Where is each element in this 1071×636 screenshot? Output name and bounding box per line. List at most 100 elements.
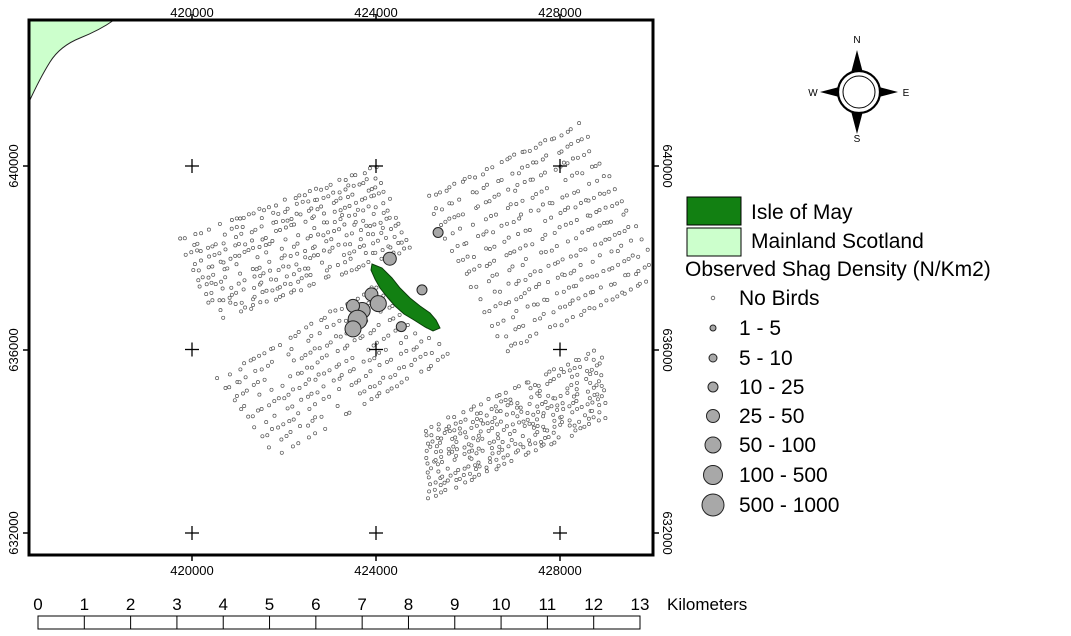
survey-point	[289, 290, 294, 295]
survey-point	[387, 215, 392, 220]
survey-point	[505, 349, 510, 354]
survey-point	[221, 241, 226, 246]
survey-point	[464, 241, 469, 246]
survey-point	[462, 451, 467, 456]
survey-point	[366, 232, 371, 237]
survey-point	[496, 192, 501, 197]
survey-point	[217, 298, 222, 303]
survey-point	[622, 291, 627, 296]
survey-point	[526, 380, 531, 385]
survey-point	[443, 488, 448, 492]
survey-point	[195, 241, 200, 246]
survey-point	[297, 386, 302, 390]
survey-point	[419, 369, 424, 374]
survey-point	[291, 272, 296, 277]
survey-point	[389, 357, 393, 362]
survey-point	[583, 413, 587, 418]
survey-point	[197, 284, 202, 289]
survey-point	[513, 327, 518, 332]
survey-point	[584, 356, 589, 361]
survey-point	[476, 234, 481, 239]
survey-point	[509, 459, 514, 463]
survey-point	[540, 402, 545, 406]
survey-point	[381, 336, 386, 341]
survey-point	[428, 482, 433, 487]
survey-point	[447, 429, 452, 434]
survey-point	[585, 368, 589, 373]
survey-point	[571, 401, 576, 405]
survey-point	[540, 202, 545, 207]
survey-point	[284, 434, 289, 438]
survey-point	[610, 266, 615, 271]
survey-point	[326, 194, 331, 199]
survey-point	[501, 318, 506, 323]
survey-point	[262, 377, 267, 382]
survey-point	[496, 436, 501, 441]
survey-point	[213, 242, 218, 247]
survey-point	[512, 385, 517, 390]
survey-point	[562, 208, 567, 213]
survey-point	[496, 450, 501, 455]
legend-density-title: Observed Shag Density (N/Km2)	[685, 258, 991, 281]
survey-point	[516, 232, 521, 236]
survey-point	[343, 260, 348, 265]
survey-point	[535, 391, 540, 396]
survey-point	[297, 267, 302, 272]
survey-point	[503, 302, 508, 307]
survey-point	[383, 347, 388, 352]
legend-class-5-symbol	[704, 436, 722, 454]
survey-point	[346, 183, 351, 188]
survey-point	[307, 189, 312, 194]
compass-west-label: W	[808, 88, 818, 99]
survey-point	[435, 435, 440, 440]
survey-point	[515, 414, 520, 419]
survey-point	[407, 245, 412, 250]
survey-point	[286, 352, 291, 357]
survey-point	[432, 487, 437, 492]
survey-point	[319, 187, 324, 192]
scale-bar-label: 6	[311, 595, 320, 614]
survey-point	[503, 390, 508, 395]
survey-point	[579, 312, 584, 317]
survey-point	[259, 224, 264, 229]
survey-point	[289, 347, 294, 352]
survey-point	[492, 244, 497, 249]
survey-point	[578, 247, 583, 252]
survey-point	[241, 287, 246, 292]
survey-point	[249, 230, 254, 235]
survey-point	[313, 377, 318, 382]
survey-point	[396, 221, 401, 226]
survey-point	[452, 457, 457, 462]
survey-point	[563, 178, 568, 183]
survey-point	[499, 399, 504, 404]
survey-point	[362, 243, 366, 248]
survey-point	[267, 241, 272, 246]
survey-point	[509, 401, 514, 406]
survey-point	[628, 287, 633, 292]
survey-point	[257, 353, 262, 358]
survey-point	[336, 242, 341, 247]
survey-point	[475, 416, 479, 421]
survey-point	[295, 251, 300, 256]
survey-point	[480, 436, 485, 441]
survey-point	[521, 419, 526, 424]
survey-point	[338, 208, 343, 213]
survey-point	[381, 210, 386, 215]
survey-point	[337, 190, 342, 195]
survey-point	[321, 248, 326, 253]
survey-point	[399, 230, 404, 235]
survey-point	[339, 373, 344, 378]
survey-point	[576, 296, 581, 301]
survey-point	[206, 275, 211, 280]
survey-point	[349, 383, 354, 388]
survey-point	[366, 188, 371, 193]
survey-point	[497, 393, 502, 397]
survey-point	[283, 225, 288, 230]
survey-point	[597, 191, 602, 196]
survey-point	[306, 394, 310, 399]
survey-point	[474, 284, 479, 289]
survey-point	[331, 378, 336, 383]
survey-point	[487, 261, 492, 266]
survey-point	[242, 249, 247, 254]
survey-point	[390, 304, 395, 308]
